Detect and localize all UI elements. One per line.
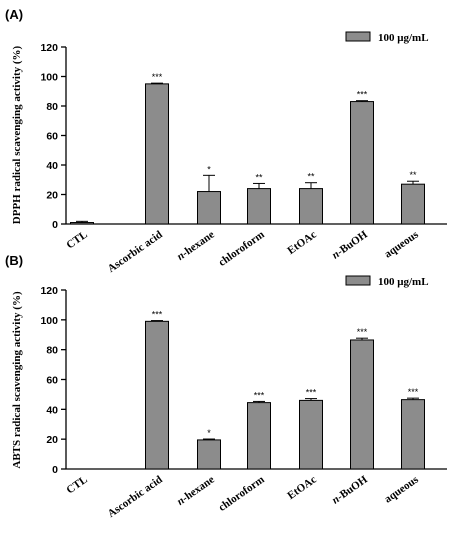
x-tick-label: n-BuOH xyxy=(330,473,370,506)
x-tick-label: chloroform xyxy=(216,474,266,514)
significance-label: *** xyxy=(306,388,317,398)
bar xyxy=(401,183,425,225)
bar xyxy=(197,191,221,225)
panel-b: (B) 0 20 40 60 80 100 120 ABTS radical scavengi… xyxy=(5,253,447,520)
y-tick-label: 80 xyxy=(46,101,58,113)
significance-label: ** xyxy=(409,170,417,180)
y-tick-label: 100 xyxy=(40,315,58,327)
panel-a-label: (A) xyxy=(5,7,23,22)
y-tick-label: 100 xyxy=(40,72,58,84)
bar xyxy=(401,399,425,470)
bar xyxy=(247,188,271,225)
bar xyxy=(350,339,374,470)
legend-swatch xyxy=(345,31,371,42)
y-tick-label: 40 xyxy=(46,404,58,416)
significance-label: * xyxy=(207,428,211,438)
significance-label: * xyxy=(207,164,211,174)
y-tick-label: 60 xyxy=(46,131,58,143)
chart-a: 0 20 40 60 80 100 120 DPPH radical scavenging a… xyxy=(11,31,447,275)
x-tick-label: chloroform xyxy=(216,229,266,269)
y-axis-label: DPPH radical scavenging activity (%) xyxy=(11,45,23,224)
bar xyxy=(299,188,323,225)
significance-label: *** xyxy=(254,390,265,400)
x-tick-label: aqueous xyxy=(382,473,421,505)
significance-label: *** xyxy=(357,327,368,337)
bar xyxy=(197,439,221,470)
x-tick-label: n-BuOH xyxy=(330,228,370,261)
legend-label: 100 μg/mL xyxy=(378,32,429,44)
x-tick-label: Ascorbic acid xyxy=(106,229,165,275)
y-tick-label: 0 xyxy=(52,219,58,231)
bar xyxy=(350,101,374,225)
significance-label: *** xyxy=(357,90,368,100)
bar xyxy=(145,83,169,225)
bar xyxy=(70,222,94,225)
y-tick-label: 20 xyxy=(46,190,58,202)
legend-label: 100 μg/mL xyxy=(378,276,429,288)
x-tick-label: n-hexane xyxy=(175,229,217,263)
y-tick-label: 60 xyxy=(46,375,58,387)
x-tick-label: aqueous xyxy=(382,228,421,260)
x-tick-label: CTL xyxy=(64,229,89,252)
bar xyxy=(299,399,323,470)
x-tick-label: Ascorbic acid xyxy=(106,474,165,520)
y-tick-label: 80 xyxy=(46,345,58,357)
chart-b: 0 20 40 60 80 100 120 ABTS radical scavenging a… xyxy=(11,275,447,520)
x-tick-label: CTL xyxy=(64,474,89,497)
y-tick-label: 120 xyxy=(40,42,58,54)
bar xyxy=(145,320,169,470)
significance-label: *** xyxy=(408,387,419,397)
panel-a: (A) 0 20 40 60 80 100 120 DPPH radical scavengi… xyxy=(5,7,447,275)
significance-label: ** xyxy=(255,172,263,182)
y-axis-label: ABTS radical scavenging activity (%) xyxy=(11,291,23,469)
x-tick-label: EtOAc xyxy=(285,229,319,257)
significance-label: *** xyxy=(152,72,163,82)
y-tick-label: 120 xyxy=(40,285,58,297)
x-tick-label: EtOAc xyxy=(285,474,319,502)
significance-label: *** xyxy=(152,310,163,320)
x-tick-label: n-hexane xyxy=(175,474,217,508)
bar xyxy=(247,402,271,470)
legend-swatch xyxy=(345,275,371,286)
panel-b-label: (B) xyxy=(5,253,23,268)
y-tick-label: 0 xyxy=(52,464,58,476)
y-tick-label: 20 xyxy=(46,434,58,446)
y-tick-label: 40 xyxy=(46,160,58,172)
significance-label: ** xyxy=(307,172,315,182)
